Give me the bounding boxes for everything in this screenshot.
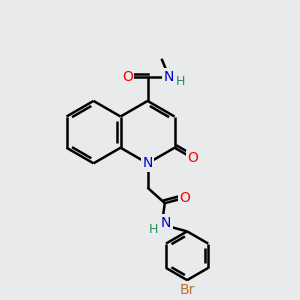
Text: Br: Br <box>179 283 195 297</box>
Text: N: N <box>164 70 174 84</box>
Text: O: O <box>188 152 199 165</box>
Text: N: N <box>142 156 153 170</box>
Text: O: O <box>180 191 190 205</box>
Text: H: H <box>176 74 185 88</box>
Text: O: O <box>122 70 133 84</box>
Text: H: H <box>149 224 158 236</box>
Text: N: N <box>161 216 172 230</box>
